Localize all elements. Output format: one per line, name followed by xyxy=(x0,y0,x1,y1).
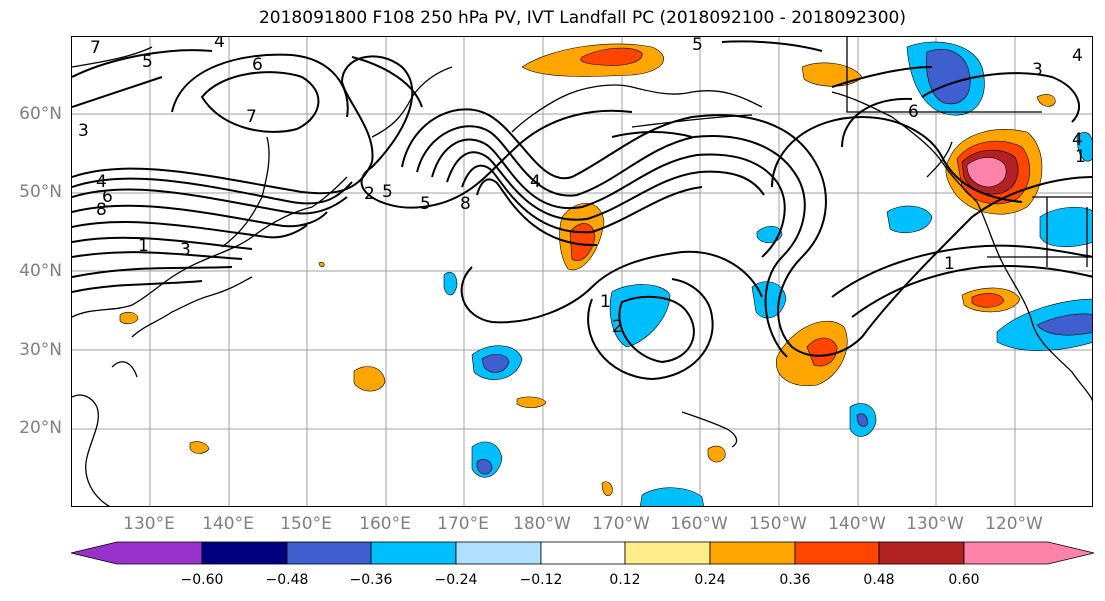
lon-label-150w: 150°W xyxy=(749,514,807,534)
colorbar-tick-label: −0.12 xyxy=(519,572,563,588)
contour-label: 4 xyxy=(214,37,225,52)
lat-label-30n: 30°N xyxy=(19,340,62,360)
colorbar-tick-label: 0.60 xyxy=(948,572,980,588)
contour-label: 8 xyxy=(460,194,471,214)
colorbar-segment xyxy=(370,541,457,565)
lon-label-170w: 170°W xyxy=(592,514,650,534)
lat-label-50n: 50°N xyxy=(19,182,62,202)
lon-label-170e: 170°E xyxy=(437,514,489,534)
colorbar-segment xyxy=(286,541,372,565)
colorbar-segment xyxy=(201,541,288,565)
pv-contour-labels: 7 5 4 6 7 5 3 3 4 6 8 2 5 5 8 4 1 6 4 1 … xyxy=(78,37,1086,337)
lon-label-160e: 160°E xyxy=(359,514,411,534)
colorbar-tick-label: 0.48 xyxy=(863,572,895,588)
colorbar-tick-label: 0.36 xyxy=(779,572,811,588)
colorbar-tick-label: −0.24 xyxy=(434,572,478,588)
contour-label: 4 xyxy=(530,172,541,192)
contour-label: 6 xyxy=(102,187,113,207)
contour-label: 3 xyxy=(180,240,191,260)
colorbar-tick-label: −0.36 xyxy=(349,572,393,588)
lon-label-180w: 180°W xyxy=(513,514,571,534)
lon-label-140e: 140°E xyxy=(202,514,254,534)
contour-label: 1 xyxy=(944,254,955,274)
colorbar-segment xyxy=(709,541,796,565)
contour-label: 7 xyxy=(90,38,101,58)
contour-label: 1 xyxy=(600,292,611,312)
contour-label: 7 xyxy=(246,107,257,127)
coastlines xyxy=(72,37,1092,506)
contour-label: 5 xyxy=(420,194,431,214)
lon-label-150e: 150°E xyxy=(280,514,332,534)
contour-label: 1 xyxy=(138,236,149,256)
contour-label: 4 xyxy=(1072,130,1083,150)
contour-label: 5 xyxy=(692,37,703,55)
colorbar-tick-label: 0.24 xyxy=(694,572,726,588)
lon-label-120w: 120°W xyxy=(985,514,1043,534)
graticule xyxy=(72,37,1092,506)
contour-label: 3 xyxy=(1032,60,1043,80)
colorbar-segment xyxy=(624,541,711,565)
colorbar-segment xyxy=(540,541,626,565)
colorbar-segments xyxy=(70,541,1095,565)
pv-contours xyxy=(72,40,1092,381)
colorbar-tick-label: −0.60 xyxy=(180,572,224,588)
contour-label: 4 xyxy=(96,172,107,192)
colorbar xyxy=(70,541,1095,565)
colorbar-segment xyxy=(70,541,203,565)
map-panel: 7 5 4 6 7 5 3 3 4 6 8 2 5 5 8 4 1 6 4 1 … xyxy=(71,36,1093,507)
lon-label-130w: 130°W xyxy=(906,514,964,534)
colorbar-segment xyxy=(963,541,1095,565)
contour-label: 4 xyxy=(1072,46,1083,66)
lat-label-20n: 20°N xyxy=(19,418,62,438)
contour-label: 8 xyxy=(96,200,107,220)
contour-label: 6 xyxy=(252,55,263,75)
lon-label-140w: 140°W xyxy=(828,514,886,534)
lon-label-130e: 130°E xyxy=(123,514,175,534)
contour-label: 1 xyxy=(1075,147,1086,167)
colorbar-segment xyxy=(878,541,965,565)
lat-label-40n: 40°N xyxy=(19,261,62,281)
lat-label-60n: 60°N xyxy=(19,104,62,124)
map-canvas: 7 5 4 6 7 5 3 3 4 6 8 2 5 5 8 4 1 6 4 1 … xyxy=(72,37,1092,506)
colorbar-tick-label: 0.12 xyxy=(609,572,641,588)
lon-label-160w: 160°W xyxy=(670,514,728,534)
colorbar-segment xyxy=(455,541,542,565)
contour-label: 5 xyxy=(142,52,153,72)
map-title: 2018091800 F108 250 hPa PV, IVT Landfall… xyxy=(258,8,906,28)
contour-label: 2 xyxy=(612,317,623,337)
contour-label: 6 xyxy=(908,102,919,122)
contour-label: 3 xyxy=(78,121,89,141)
colorbar-segment xyxy=(794,541,880,565)
colorbar-tick-label: −0.48 xyxy=(265,572,309,588)
contour-label: 2 xyxy=(364,184,375,204)
contour-label: 5 xyxy=(382,182,393,202)
